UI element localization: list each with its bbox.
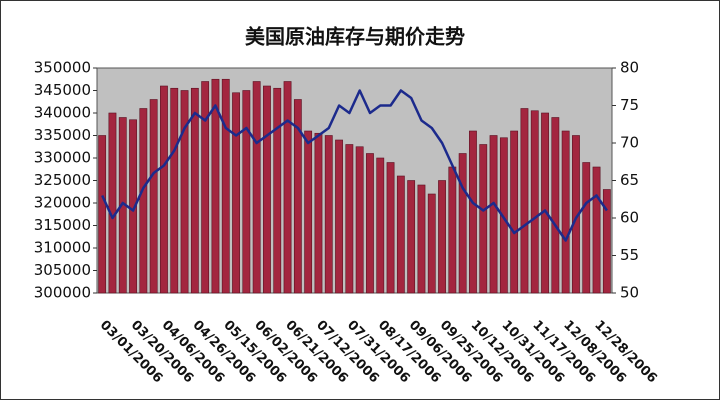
bar — [396, 175, 405, 294]
bar — [592, 166, 601, 294]
y2-tick-label: 80 — [620, 59, 639, 77]
bar — [510, 130, 519, 294]
bar — [180, 90, 189, 294]
bar — [582, 162, 591, 294]
bar — [304, 130, 313, 294]
y2-tick-label: 55 — [620, 246, 639, 264]
y2-tick-label: 75 — [620, 96, 639, 114]
y2-tick-label: 60 — [620, 209, 639, 227]
bar — [520, 108, 529, 294]
bar — [386, 162, 395, 294]
bar — [479, 144, 488, 294]
bar — [273, 87, 282, 294]
bar — [160, 85, 168, 294]
bar — [458, 153, 467, 294]
bar — [335, 139, 343, 294]
y-tick-label: 330000 — [34, 149, 91, 167]
y-tick-label: 340000 — [34, 104, 91, 122]
bar — [366, 153, 374, 294]
y-tick-label: 345000 — [34, 81, 91, 99]
bar — [252, 81, 261, 294]
bar — [561, 130, 570, 294]
y-tick-label: 320000 — [34, 194, 91, 212]
bar — [314, 132, 323, 294]
y2-tick-label: 50 — [620, 284, 639, 302]
bar — [345, 144, 354, 294]
chart-title: 美国原油库存与期价走势 — [245, 25, 465, 49]
bar — [263, 85, 271, 294]
bar — [448, 166, 457, 294]
bar — [139, 108, 148, 294]
bar — [530, 110, 539, 294]
bar — [602, 189, 611, 294]
bar — [211, 78, 220, 294]
bar — [417, 184, 426, 294]
bar — [108, 112, 117, 294]
bar — [293, 99, 302, 294]
bar — [489, 135, 498, 294]
y2-tick-label: 65 — [620, 171, 639, 189]
bar — [469, 130, 477, 294]
bar — [355, 146, 364, 294]
bar — [324, 135, 333, 294]
y-tick-label: 300000 — [34, 284, 91, 302]
y-tick-label: 305000 — [34, 261, 91, 279]
bar — [221, 78, 230, 294]
bar — [283, 81, 292, 294]
bar — [551, 117, 560, 294]
bar — [232, 92, 240, 294]
bar — [499, 137, 508, 294]
bar — [407, 180, 416, 294]
y-tick-label: 315000 — [34, 216, 91, 234]
y-tick-label: 325000 — [34, 171, 91, 189]
bar — [190, 87, 199, 294]
bar — [376, 157, 385, 294]
y-tick-label: 350000 — [34, 59, 91, 77]
bar — [201, 81, 210, 294]
bar — [170, 87, 179, 294]
bar — [242, 90, 251, 294]
y-tick-label: 335000 — [34, 126, 91, 144]
y-tick-label: 310000 — [34, 239, 91, 257]
bar — [149, 99, 158, 294]
y2-tick-label: 70 — [620, 134, 639, 152]
bar — [438, 180, 446, 294]
line — [101, 89, 608, 242]
bar — [541, 112, 549, 294]
bar — [98, 135, 107, 294]
bar — [427, 193, 436, 294]
